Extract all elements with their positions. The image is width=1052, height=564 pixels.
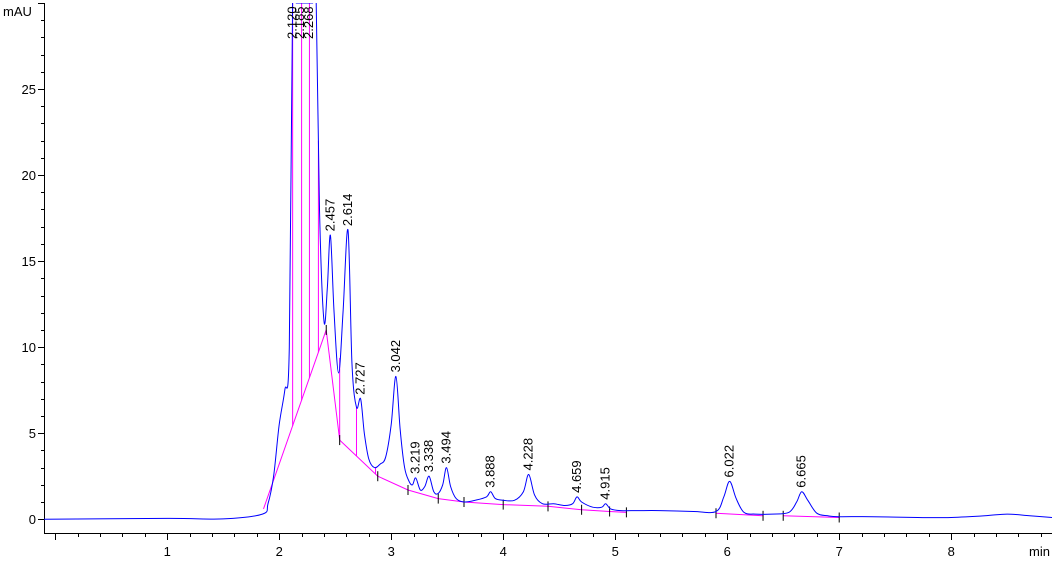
baseline-segment: [715, 512, 764, 517]
y-tick-label: 20: [22, 168, 36, 183]
y-tick-label: 0: [29, 512, 36, 527]
x-axis-label: min: [1029, 544, 1050, 559]
x-tick-label: 8: [948, 544, 955, 559]
peak-label: 2.727: [353, 362, 368, 395]
y-axis-label: mAU: [3, 4, 32, 19]
y-tick-label: 10: [22, 340, 36, 355]
x-tick-label: 2: [276, 544, 283, 559]
peak-label: 3.494: [439, 431, 454, 464]
peak-label: 6.022: [722, 445, 737, 478]
baseline-segment: [339, 439, 627, 513]
baseline-segment: [783, 515, 840, 518]
signal-trace: [44, 3, 1052, 520]
x-tick-label: 5: [612, 544, 619, 559]
y-tick-label: 25: [22, 82, 36, 97]
signal-layer: [44, 3, 1052, 520]
peak-label: 2.185: [292, 6, 307, 39]
peak-label: 3.888: [483, 455, 498, 488]
peak-label: 2.120: [285, 6, 300, 39]
baseline-segment: [325, 329, 341, 441]
baseline-segment: [263, 329, 327, 510]
x-tick-label: 3: [388, 544, 395, 559]
peak-label: 2.268: [301, 6, 316, 39]
peak-label: 6.665: [794, 455, 809, 488]
x-tick-label: 6: [724, 544, 731, 559]
baseline-layer: [263, 3, 840, 523]
peak-label: 3.219: [408, 441, 423, 474]
peak-label: 2.457: [322, 199, 337, 232]
peak-label: 4.659: [569, 460, 584, 493]
peak-label: 4.228: [521, 438, 536, 471]
x-tick-label: 4: [500, 544, 507, 559]
x-tick-label: 7: [836, 544, 843, 559]
peak-label: 4.915: [598, 467, 613, 500]
x-tick-label: 1: [164, 544, 171, 559]
y-tick-label: 5: [29, 426, 36, 441]
peak-label: 3.042: [388, 340, 403, 373]
y-tick-label: 15: [22, 254, 36, 269]
peak-label: 2.614: [340, 194, 355, 227]
axes: 0 5 10 15 20 25 1 2 3 4 5 6 7 8: [22, 3, 1052, 559]
peak-label: 3.338: [421, 440, 436, 473]
